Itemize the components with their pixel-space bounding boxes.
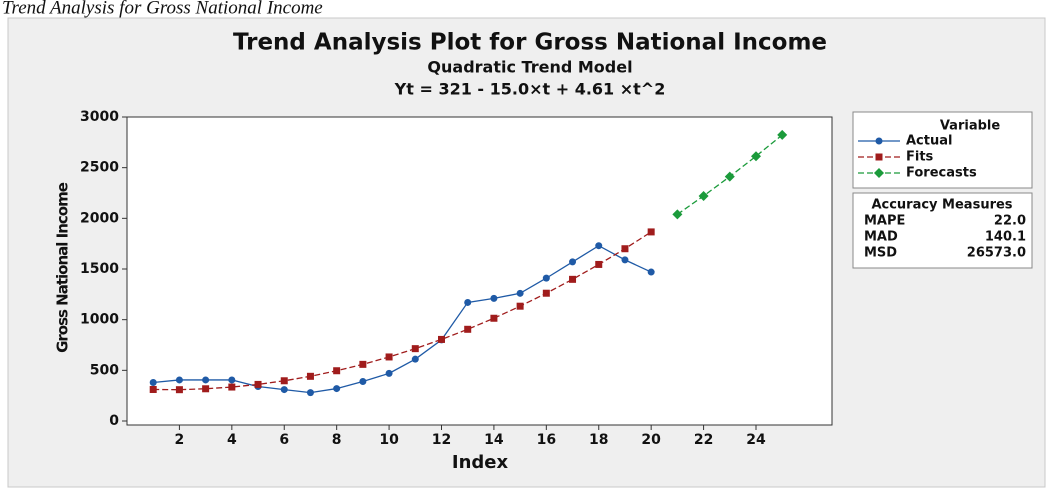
legend-label: Actual (906, 134, 952, 149)
plot-area (126, 116, 833, 426)
x-tick-label: 6 (279, 432, 289, 448)
legend-marker (875, 153, 883, 161)
data-point (333, 385, 341, 393)
data-point (306, 389, 314, 397)
data-point (516, 302, 524, 310)
data-point (621, 256, 629, 264)
accuracy-value: 140.1 (985, 230, 1026, 245)
data-point (542, 289, 550, 297)
accuracy-value: 26573.0 (967, 246, 1026, 261)
accuracy-value: 22.0 (994, 214, 1026, 229)
data-point (306, 372, 314, 380)
data-point (672, 209, 683, 220)
data-point (724, 171, 735, 182)
data-point (490, 294, 498, 302)
data-point (569, 275, 577, 283)
data-point (228, 383, 236, 391)
data-point (280, 377, 288, 385)
accuracy-name: MAPE (864, 214, 905, 229)
data-point (175, 386, 183, 394)
data-point (595, 260, 603, 268)
data-point (464, 325, 472, 333)
data-point (647, 228, 655, 236)
legend-marker (874, 168, 884, 178)
accuracy-title: Accuracy Measures (871, 198, 1012, 213)
equation: Yt = 321 - 15.0×t + 4.61 ×t^2 (394, 80, 666, 99)
x-tick-label: 18 (589, 432, 608, 448)
x-axis-label: Index (452, 452, 509, 473)
y-tick-label: 2000 (80, 210, 119, 226)
x-tick-label: 16 (537, 432, 556, 448)
caption: Trend Analysis for Gross National Income (2, 0, 323, 18)
data-point (359, 377, 367, 385)
series-line (153, 231, 652, 391)
data-point (516, 289, 524, 297)
data-point (698, 190, 709, 201)
data-point (385, 369, 393, 377)
data-point (149, 385, 157, 393)
data-point (490, 314, 498, 322)
y-tick-label: 1000 (80, 312, 119, 328)
data-point (359, 360, 367, 368)
chart-title: Trend Analysis Plot for Gross National I… (233, 30, 827, 56)
data-point (437, 335, 445, 343)
x-tick-label: 10 (379, 432, 399, 448)
data-point (750, 151, 761, 162)
x-tick-label: 4 (227, 432, 237, 448)
data-point (333, 367, 341, 375)
legend-label: Fits (906, 150, 934, 165)
data-point (411, 355, 419, 363)
data-point (175, 376, 183, 384)
data-point (228, 376, 236, 384)
legend-title: Variable (940, 119, 1001, 134)
data-point (280, 386, 288, 394)
legend-marker (875, 137, 883, 145)
data-point (149, 378, 157, 386)
data-point (385, 353, 393, 361)
data-point (647, 268, 655, 276)
x-tick-label: 8 (332, 432, 342, 448)
y-axis-label: Gross National Income (54, 182, 72, 353)
accuracy-name: MAD (864, 230, 898, 245)
x-tick-label: 14 (484, 432, 504, 448)
y-tick-label: 0 (109, 413, 119, 429)
series-line (153, 244, 652, 394)
legend-box (852, 111, 1033, 189)
x-tick-label: 22 (694, 432, 713, 448)
x-tick-label: 2 (175, 432, 185, 448)
data-point (411, 345, 419, 353)
data-point (202, 385, 210, 393)
y-tick-label: 500 (90, 362, 119, 378)
legend-label: Forecasts (906, 166, 977, 181)
data-point (542, 274, 550, 282)
data-point (777, 129, 788, 140)
x-tick-label: 24 (746, 432, 766, 448)
y-tick-label: 2500 (80, 160, 119, 176)
y-tick-label: 3000 (80, 109, 119, 125)
data-point (621, 245, 629, 253)
accuracy-box (852, 192, 1033, 269)
data-point (254, 380, 262, 388)
data-point (595, 242, 603, 250)
data-point (202, 376, 210, 384)
chart-subtitle: Quadratic Trend Model (427, 58, 632, 77)
accuracy-name: MSD (864, 246, 897, 261)
data-point (464, 298, 472, 306)
x-tick-label: 20 (641, 432, 661, 448)
y-tick-label: 1500 (80, 261, 119, 277)
data-point (569, 258, 577, 266)
x-tick-label: 12 (432, 432, 451, 448)
